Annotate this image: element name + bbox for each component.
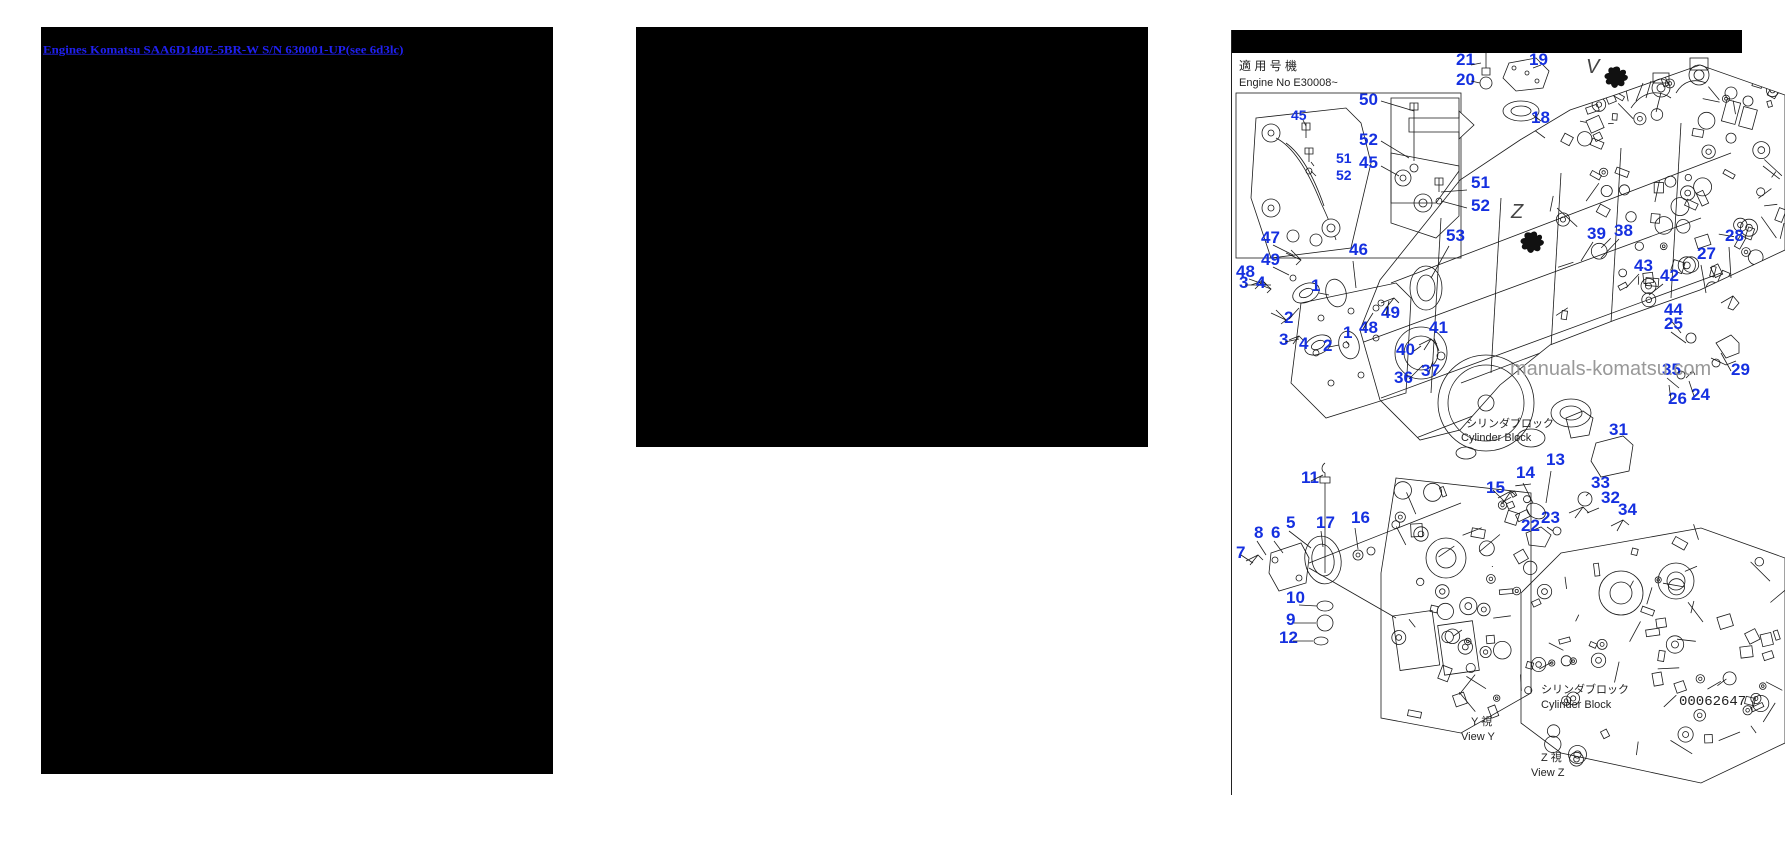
svg-text:17: 17 bbox=[1316, 513, 1335, 532]
svg-text:42: 42 bbox=[1660, 266, 1679, 285]
svg-text:14: 14 bbox=[1516, 463, 1535, 482]
svg-text:19: 19 bbox=[1529, 53, 1548, 69]
svg-text:4: 4 bbox=[1299, 334, 1309, 353]
svg-text:Cylinder Block: Cylinder Block bbox=[1461, 432, 1532, 444]
svg-text:20: 20 bbox=[1456, 70, 1475, 89]
svg-text:13: 13 bbox=[1546, 450, 1565, 469]
svg-text:1: 1 bbox=[1343, 323, 1352, 342]
svg-text:2: 2 bbox=[1284, 308, 1293, 327]
svg-text:34: 34 bbox=[1618, 500, 1637, 519]
svg-text:37: 37 bbox=[1421, 361, 1440, 380]
svg-text:manuals-komatsu.com: manuals-komatsu.com bbox=[1510, 358, 1711, 380]
svg-text:27: 27 bbox=[1697, 244, 1716, 263]
svg-text:15: 15 bbox=[1486, 478, 1505, 497]
svg-text:16: 16 bbox=[1351, 508, 1370, 527]
svg-text:46: 46 bbox=[1349, 240, 1368, 259]
svg-text:43: 43 bbox=[1634, 256, 1653, 275]
svg-text:21: 21 bbox=[1456, 53, 1475, 69]
svg-text:8: 8 bbox=[1254, 523, 1263, 542]
svg-text:40: 40 bbox=[1396, 340, 1415, 359]
svg-text:View Z: View Z bbox=[1531, 767, 1565, 779]
svg-text:29: 29 bbox=[1731, 360, 1750, 379]
svg-text:6: 6 bbox=[1271, 523, 1280, 542]
svg-text:51: 51 bbox=[1336, 150, 1352, 166]
svg-text:11: 11 bbox=[1301, 468, 1319, 487]
svg-text:Engine No E30008~: Engine No E30008~ bbox=[1239, 77, 1338, 89]
svg-text:45: 45 bbox=[1359, 153, 1378, 172]
svg-text:52: 52 bbox=[1471, 196, 1490, 215]
svg-text:9: 9 bbox=[1286, 610, 1295, 629]
svg-text:25: 25 bbox=[1664, 314, 1683, 333]
svg-text:10: 10 bbox=[1286, 588, 1305, 607]
svg-text:シリンダブロック: シリンダブロック bbox=[1466, 416, 1554, 430]
svg-text:3: 3 bbox=[1239, 273, 1248, 292]
svg-text:49: 49 bbox=[1261, 250, 1280, 269]
svg-text:51: 51 bbox=[1471, 173, 1490, 192]
svg-text:View Y: View Y bbox=[1461, 731, 1496, 743]
svg-text:53: 53 bbox=[1446, 226, 1465, 245]
svg-text:28: 28 bbox=[1725, 226, 1744, 245]
svg-text:シリンダブロック: シリンダブロック bbox=[1541, 682, 1629, 696]
svg-text:38: 38 bbox=[1614, 221, 1633, 240]
svg-text:31: 31 bbox=[1609, 420, 1628, 439]
svg-text:50: 50 bbox=[1359, 90, 1378, 109]
svg-text:7: 7 bbox=[1236, 543, 1245, 562]
svg-text:49: 49 bbox=[1381, 303, 1400, 322]
svg-text:2: 2 bbox=[1323, 336, 1332, 355]
svg-text:52: 52 bbox=[1359, 130, 1378, 149]
svg-text:41: 41 bbox=[1429, 318, 1448, 337]
svg-text:Z 視: Z 視 bbox=[1541, 750, 1562, 764]
svg-text:Y 視: Y 視 bbox=[1471, 714, 1492, 728]
svg-text:適 用 号 機: 適 用 号 機 bbox=[1239, 58, 1297, 73]
svg-text:5: 5 bbox=[1286, 513, 1295, 532]
svg-text:V: V bbox=[1586, 56, 1601, 78]
svg-text:3: 3 bbox=[1279, 330, 1288, 349]
svg-text:12: 12 bbox=[1279, 628, 1298, 647]
svg-text:45: 45 bbox=[1291, 107, 1307, 123]
svg-text:4: 4 bbox=[1256, 273, 1266, 292]
svg-text:Cylinder Block: Cylinder Block bbox=[1541, 699, 1612, 711]
svg-text:Z: Z bbox=[1510, 201, 1524, 223]
svg-text:39: 39 bbox=[1587, 224, 1606, 243]
svg-text:00062647: 00062647 bbox=[1679, 694, 1746, 710]
svg-text:47: 47 bbox=[1261, 228, 1280, 247]
svg-text:52: 52 bbox=[1336, 167, 1352, 183]
svg-text:1: 1 bbox=[1311, 276, 1320, 295]
